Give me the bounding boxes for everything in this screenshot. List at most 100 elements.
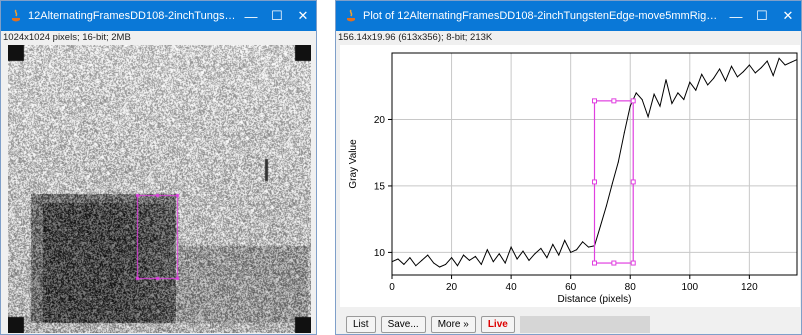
image-window-titlebar[interactable]: 12AlternatingFramesDD108-2inchTungstenEd… <box>1 1 316 31</box>
more-button[interactable]: More » <box>430 316 476 333</box>
data-point <box>641 99 643 101</box>
data-point <box>504 262 506 264</box>
data-point <box>540 247 542 249</box>
data-point <box>748 64 750 66</box>
image-window: 12AlternatingFramesDD108-2inchTungstenEd… <box>0 0 317 335</box>
plot-window: Plot of 12AlternatingFramesDD108-2inchTu… <box>335 0 802 335</box>
data-point <box>588 246 590 248</box>
data-point <box>730 65 732 67</box>
data-point <box>409 257 411 259</box>
data-point <box>403 263 405 265</box>
plot-window-title: Plot of 12AlternatingFramesDD108-2inchTu… <box>363 10 723 22</box>
data-point <box>617 161 619 163</box>
data-point <box>546 257 548 259</box>
image-info: 1024x1024 pixels; 16-bit; 2MB <box>3 32 131 43</box>
data-point <box>480 263 482 265</box>
data-point <box>427 254 429 256</box>
selection-handle <box>630 98 636 104</box>
data-point <box>486 249 488 251</box>
data-point <box>474 255 476 257</box>
y-tick-label: 10 <box>374 248 386 259</box>
data-point <box>498 253 500 255</box>
data-point <box>528 259 530 261</box>
data-point <box>605 205 607 207</box>
save-button[interactable]: Save... <box>380 316 426 333</box>
data-point <box>653 93 655 95</box>
data-point <box>564 239 566 241</box>
data-point <box>683 99 685 101</box>
plot-button-bar: List Save... More » Live <box>346 316 650 333</box>
selection-handle <box>630 179 636 185</box>
data-point <box>421 259 423 261</box>
selection-handle <box>592 179 597 185</box>
data-point <box>736 76 738 78</box>
maximize-icon[interactable]: ☐ <box>271 8 283 23</box>
list-button[interactable]: List <box>346 316 376 333</box>
xray-image-canvas[interactable] <box>8 45 311 333</box>
selection-handle <box>630 260 636 266</box>
data-point <box>659 105 661 107</box>
data-point <box>695 89 697 91</box>
close-icon[interactable]: ✕ <box>782 8 794 23</box>
data-point <box>462 254 464 256</box>
data-point <box>397 258 399 260</box>
x-tick-label: 100 <box>681 282 698 293</box>
live-button[interactable]: Live <box>480 316 515 333</box>
data-point <box>468 259 470 261</box>
data-point <box>665 79 667 81</box>
data-point <box>713 77 715 79</box>
data-point <box>433 262 435 264</box>
close-icon[interactable]: ✕ <box>297 8 309 23</box>
x-tick-label: 80 <box>625 282 637 293</box>
data-point <box>778 57 780 59</box>
data-point <box>552 243 554 245</box>
data-point <box>719 68 721 70</box>
x-tick-label: 40 <box>506 282 518 293</box>
data-point <box>534 253 536 255</box>
x-tick-label: 120 <box>741 282 758 293</box>
data-point <box>457 265 459 267</box>
plot-info: 156.14x19.96 (613x356); 8-bit; 213K <box>338 32 493 43</box>
image-window-title: 12AlternatingFramesDD108-2inchTungstenEd… <box>28 10 238 22</box>
selection-handle <box>592 98 597 104</box>
data-point <box>522 250 524 252</box>
data-point <box>701 73 703 75</box>
data-point <box>558 254 560 256</box>
data-point <box>391 261 393 263</box>
selection-handle <box>592 260 597 266</box>
data-point <box>707 84 709 86</box>
data-point <box>760 67 762 69</box>
data-point <box>689 81 691 83</box>
profile-plot[interactable]: 0 20 40 60 80 100 120 10 15 20 Distance (pixels) Gr… <box>340 45 800 307</box>
profile-plot-svg: 0 20 40 60 80 100 120 10 15 20 Distance (pixels) Gr… <box>348 52 798 305</box>
status-field <box>519 316 650 333</box>
data-point <box>754 72 756 74</box>
data-point <box>623 132 625 134</box>
plot-frame <box>391 52 798 276</box>
minimize-icon[interactable]: — <box>729 8 743 24</box>
data-point <box>445 263 447 265</box>
x-tick-label: 60 <box>565 282 577 293</box>
minimize-icon[interactable]: — <box>244 8 258 24</box>
data-point <box>671 103 673 105</box>
plot-window-titlebar[interactable]: Plot of 12AlternatingFramesDD108-2inchTu… <box>336 1 801 31</box>
x-tick-label: 20 <box>446 282 458 293</box>
y-tick-label: 15 <box>374 181 386 192</box>
maximize-icon[interactable]: ☐ <box>756 8 768 23</box>
data-point <box>492 261 494 263</box>
data-point <box>635 92 637 94</box>
data-point <box>796 59 798 61</box>
data-point <box>725 80 727 82</box>
y-tick-label: 20 <box>374 115 386 126</box>
data-point <box>582 241 584 243</box>
data-point <box>516 258 518 260</box>
data-point <box>629 105 631 107</box>
data-point <box>451 257 453 259</box>
data-point <box>510 246 512 248</box>
data-point <box>415 265 417 267</box>
y-axis-label: Gray Value <box>348 139 359 189</box>
data-point <box>647 116 649 118</box>
data-point <box>439 266 441 268</box>
java-icon <box>12 9 20 22</box>
data-point <box>611 182 613 184</box>
